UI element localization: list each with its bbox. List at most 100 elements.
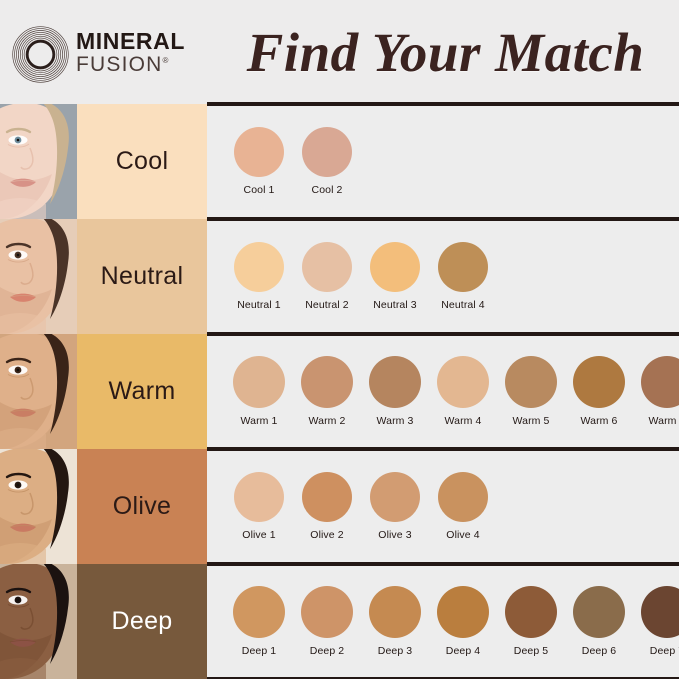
swatch-dot[interactable] [641,586,679,638]
swatch-caption: Warm 2 [308,415,346,427]
swatch-dot[interactable] [369,586,421,638]
swatch-neutral-4[interactable]: Neutral 4 [429,242,497,311]
brand-logo[interactable]: MINERAL FUSION® [0,0,207,104]
swatch-dot[interactable] [437,586,489,638]
swatch-dot[interactable] [641,356,679,408]
swatch-caption: Neutral 1 [237,299,281,311]
swatch-dot[interactable] [370,242,420,292]
swatch-panel-cool: Cool 1 Cool 2 [207,104,679,219]
tone-label-text: Olive [112,492,172,520]
swatch-dot[interactable] [301,356,353,408]
swatch-rail: Cool 1 Cool 2 [225,127,361,196]
swatch-caption: Warm 6 [580,415,618,427]
swatch-olive-2[interactable]: Olive 2 [293,472,361,541]
swatch-caption: Neutral 4 [441,299,485,311]
model-photo-olive [0,449,77,564]
swatch-olive-3[interactable]: Olive 3 [361,472,429,541]
swatch-warm-7[interactable]: Warm 7 [633,356,679,427]
brand-wordmark: MINERAL FUSION® [76,28,185,76]
swatch-olive-4[interactable]: Olive 4 [429,472,497,541]
tone-label-olive[interactable]: Olive [77,449,207,564]
swatch-warm-2[interactable]: Warm 2 [293,356,361,427]
swatch-dot[interactable] [505,356,557,408]
registered-mark-icon: ® [162,56,169,65]
swatch-dot[interactable] [301,586,353,638]
swatch-deep-3[interactable]: Deep 3 [361,586,429,657]
tone-label-text: Warm [108,377,176,405]
swatch-caption: Olive 1 [242,529,276,541]
swatch-dot[interactable] [234,242,284,292]
swatch-caption: Deep 2 [309,645,345,657]
tone-label-deep[interactable]: Deep [77,564,207,679]
header: MINERAL FUSION® Find Your Match [0,0,679,104]
tone-label-cool[interactable]: Cool [77,104,207,219]
swatch-dot[interactable] [573,586,625,638]
swatch-caption: Deep 7 [649,645,679,657]
swatch-panel-deep: Deep 1 Deep 2 Deep 3 Deep 4 Deep 5 Deep 6 Deep… [207,564,679,679]
concentric-rings-icon [12,26,69,83]
tone-label-warm[interactable]: Warm [77,334,207,449]
swatch-dot[interactable] [438,242,488,292]
swatch-caption: Deep 5 [513,645,549,657]
swatch-warm-5[interactable]: Warm 5 [497,356,565,427]
brand-line-2: FUSION® [76,53,169,76]
swatch-deep-1[interactable]: Deep 1 [225,586,293,657]
swatch-warm-1[interactable]: Warm 1 [225,356,293,427]
swatch-dot[interactable] [437,356,489,408]
swatch-olive-1[interactable]: Olive 1 [225,472,293,541]
swatch-deep-6[interactable]: Deep 6 [565,586,633,657]
tone-label-text: Neutral [100,262,184,290]
swatch-deep-7[interactable]: Deep 7 [633,586,679,657]
tone-row-cool: Cool Cool 1 Cool 2 [0,104,679,219]
model-photo-deep [0,564,77,679]
swatch-caption: Olive 2 [310,529,344,541]
swatch-cool-1[interactable]: Cool 1 [225,127,293,196]
swatch-warm-6[interactable]: Warm 6 [565,356,633,427]
swatch-caption: Warm 1 [240,415,278,427]
swatch-dot[interactable] [234,127,284,177]
tone-row-olive: Olive Olive 1 Olive 2 Olive 3 Olive 4 [0,449,679,564]
swatch-caption: Neutral 2 [305,299,349,311]
swatch-caption: Warm 5 [512,415,550,427]
tone-row-warm: Warm Warm 1 Warm 2 Warm 3 Warm 4 Warm 5 Warm 6… [0,334,679,449]
swatch-caption: Deep 6 [581,645,617,657]
swatch-caption: Cool 2 [311,184,343,196]
swatch-neutral-1[interactable]: Neutral 1 [225,242,293,311]
swatch-dot[interactable] [573,356,625,408]
swatch-panel-olive: Olive 1 Olive 2 Olive 3 Olive 4 [207,449,679,564]
swatch-cool-2[interactable]: Cool 2 [293,127,361,196]
swatch-deep-4[interactable]: Deep 4 [429,586,497,657]
brand-line-1: MINERAL [76,28,185,54]
swatch-neutral-2[interactable]: Neutral 2 [293,242,361,311]
swatch-caption: Warm 3 [376,415,414,427]
model-photo-cool [0,104,77,219]
swatch-warm-4[interactable]: Warm 4 [429,356,497,427]
tone-row-neutral: Neutral Neutral 1 Neutral 2 Neutral 3 Neutra… [0,219,679,334]
swatch-deep-5[interactable]: Deep 5 [497,586,565,657]
header-divider [207,102,679,104]
swatch-rail: Neutral 1 Neutral 2 Neutral 3 Neutral 4 [225,242,497,311]
swatch-warm-3[interactable]: Warm 3 [361,356,429,427]
tone-label-text: Deep [111,607,173,635]
tone-label-neutral[interactable]: Neutral [77,219,207,334]
swatch-dot[interactable] [505,586,557,638]
swatch-caption: Cool 1 [243,184,275,196]
swatch-dot[interactable] [302,242,352,292]
swatch-rail: Olive 1 Olive 2 Olive 3 Olive 4 [225,472,497,541]
swatch-dot[interactable] [370,472,420,522]
swatch-dot[interactable] [233,586,285,638]
model-photo-neutral [0,219,77,334]
swatch-caption: Warm 4 [444,415,482,427]
swatch-dot[interactable] [438,472,488,522]
swatch-dot[interactable] [302,127,352,177]
swatch-dot[interactable] [369,356,421,408]
page-title: Find Your Match [246,21,645,83]
swatch-rail: Warm 1 Warm 2 Warm 3 Warm 4 Warm 5 Warm 6 Warm… [225,356,679,427]
swatch-dot[interactable] [302,472,352,522]
tone-label-text: Cool [115,147,169,175]
swatch-neutral-3[interactable]: Neutral 3 [361,242,429,311]
swatch-dot[interactable] [234,472,284,522]
model-photo-warm [0,334,77,449]
swatch-dot[interactable] [233,356,285,408]
swatch-deep-2[interactable]: Deep 2 [293,586,361,657]
